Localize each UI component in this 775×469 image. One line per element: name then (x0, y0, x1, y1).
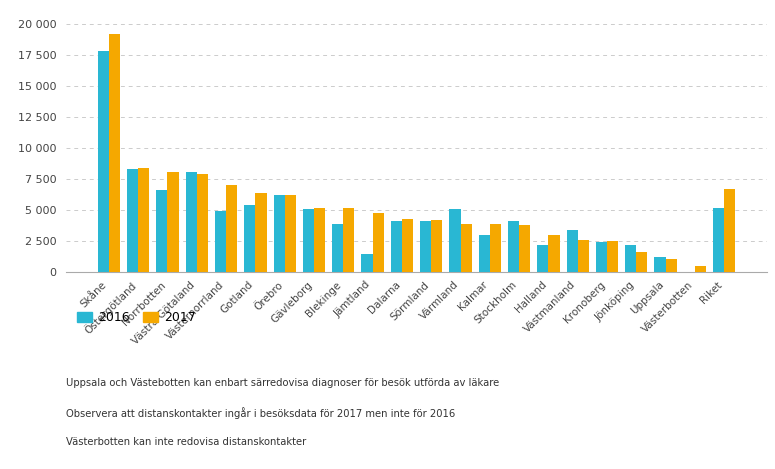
Bar (636, 252, 647, 272)
Bar (186, 172, 197, 272)
Bar (695, 266, 706, 272)
Bar (519, 225, 530, 272)
Bar (577, 240, 589, 272)
Bar (109, 34, 120, 272)
Bar (420, 220, 431, 272)
Bar (508, 221, 519, 272)
Legend: 2016, 2017: 2016, 2017 (72, 306, 201, 329)
Bar (666, 259, 677, 272)
Bar (98, 52, 109, 272)
Bar (332, 224, 343, 272)
Bar (373, 213, 384, 272)
Bar (431, 220, 443, 272)
Bar (537, 245, 549, 272)
Bar (567, 230, 577, 272)
Bar (284, 195, 296, 272)
Bar (138, 168, 150, 272)
Bar (226, 185, 237, 272)
Bar (607, 241, 618, 272)
Bar (549, 235, 560, 272)
Bar (197, 174, 208, 272)
Bar (274, 195, 284, 272)
Bar (303, 210, 314, 272)
Bar (256, 193, 267, 272)
Bar (479, 235, 490, 272)
Bar (625, 245, 636, 272)
Bar (402, 219, 413, 272)
Bar (157, 190, 167, 272)
Bar (215, 212, 226, 272)
Bar (724, 189, 735, 272)
Text: Observera att distanskontakter ingår i besöksdata för 2017 men inte för 2016: Observera att distanskontakter ingår i b… (66, 407, 455, 419)
Bar (391, 221, 402, 272)
Bar (314, 208, 325, 272)
Bar (449, 209, 460, 272)
Bar (127, 169, 138, 272)
Bar (167, 172, 178, 272)
Bar (460, 224, 472, 272)
Bar (361, 254, 373, 272)
Bar (596, 242, 607, 272)
Text: Västerbotten kan inte redovisa distanskontakter: Västerbotten kan inte redovisa distansko… (66, 437, 306, 446)
Bar (343, 208, 354, 272)
Bar (655, 257, 666, 272)
Bar (244, 205, 256, 272)
Bar (713, 208, 724, 272)
Bar (490, 224, 501, 272)
Text: Uppsala och Västebotten kan enbart särredovisa diagnoser för besök utförda av lä: Uppsala och Västebotten kan enbart särre… (66, 378, 499, 387)
